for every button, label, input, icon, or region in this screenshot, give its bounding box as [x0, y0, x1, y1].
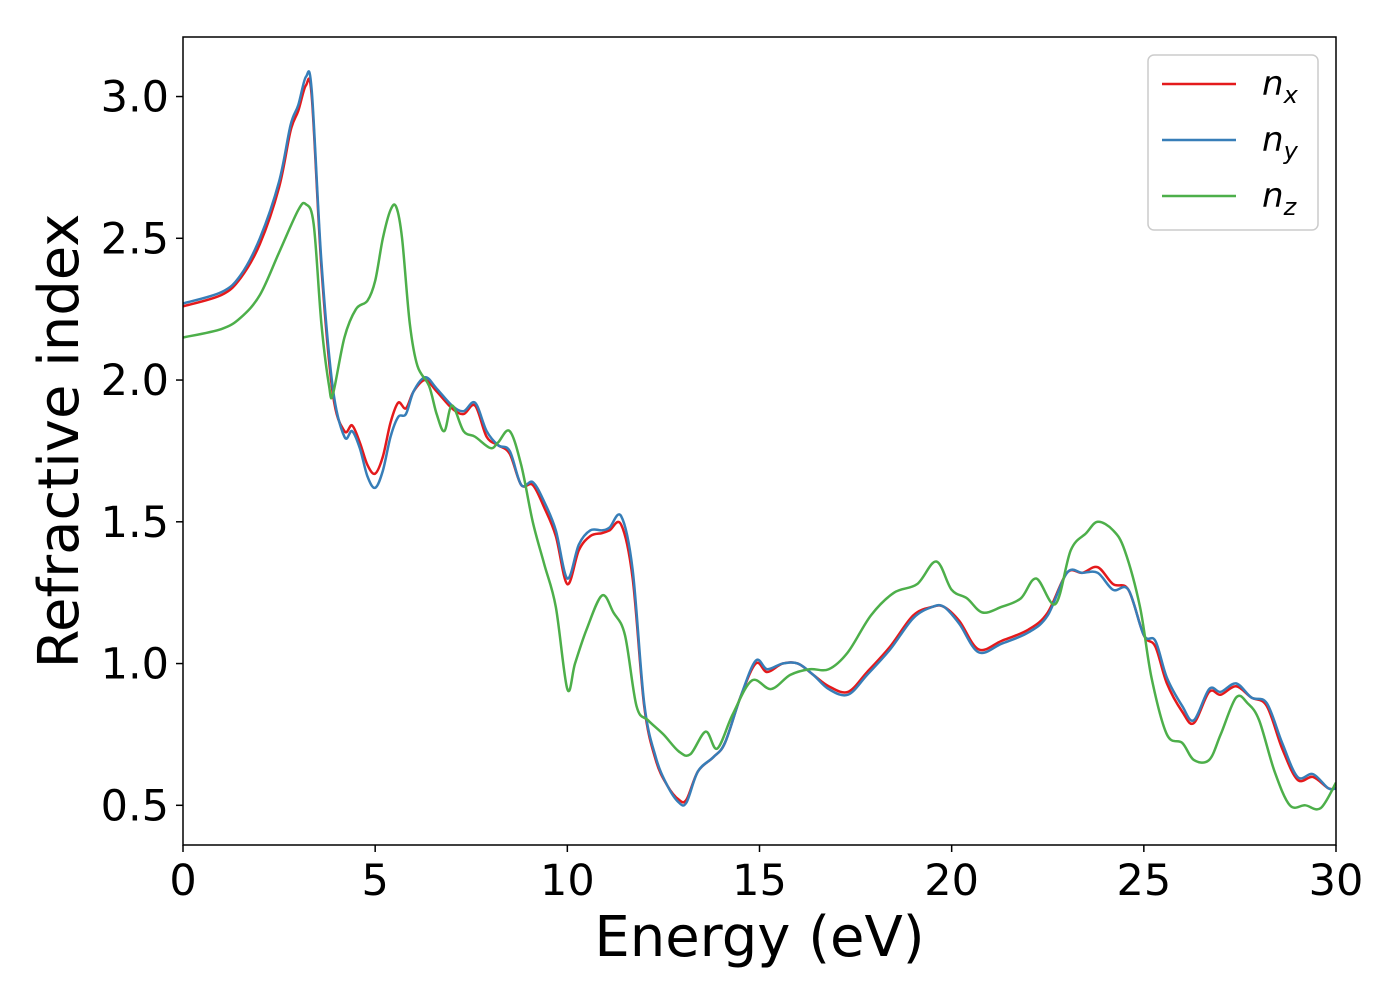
series-layer — [183, 70, 1336, 811]
tick-layer: 0 5 10 15 20 25 30 0.5 1.0 1.5 2.0 2.5 3.0 — [101, 73, 1364, 906]
y-axis-title: Refractive index — [27, 214, 92, 669]
y-tick-label: 2.0 — [101, 356, 169, 406]
legend-label-z: nz — [1262, 176, 1298, 221]
y-tick-label: 1.5 — [101, 498, 169, 548]
x-tick-label: 5 — [361, 856, 388, 906]
x-tick-label: 25 — [1116, 856, 1171, 906]
y-tick-label: 2.5 — [101, 214, 169, 264]
x-tick-label: 10 — [540, 856, 595, 906]
x-axis-title: Energy (eV) — [594, 905, 924, 970]
y-tick-label: 1.0 — [101, 640, 169, 690]
legend-box — [1147, 54, 1319, 231]
legend-label-x: nx — [1262, 64, 1299, 109]
y-tick-label: 3.0 — [101, 73, 169, 123]
x-tick-label: 0 — [169, 856, 196, 906]
x-tick-label: 20 — [924, 856, 979, 906]
legend: nx ny nz — [1147, 54, 1319, 231]
series-line-z — [183, 201, 1336, 811]
x-tick-label: 15 — [732, 856, 787, 906]
x-tick-label: 30 — [1309, 856, 1364, 906]
series-line-y — [183, 70, 1336, 807]
y-tick-label: 0.5 — [101, 781, 169, 831]
legend-label-y: ny — [1262, 120, 1299, 165]
